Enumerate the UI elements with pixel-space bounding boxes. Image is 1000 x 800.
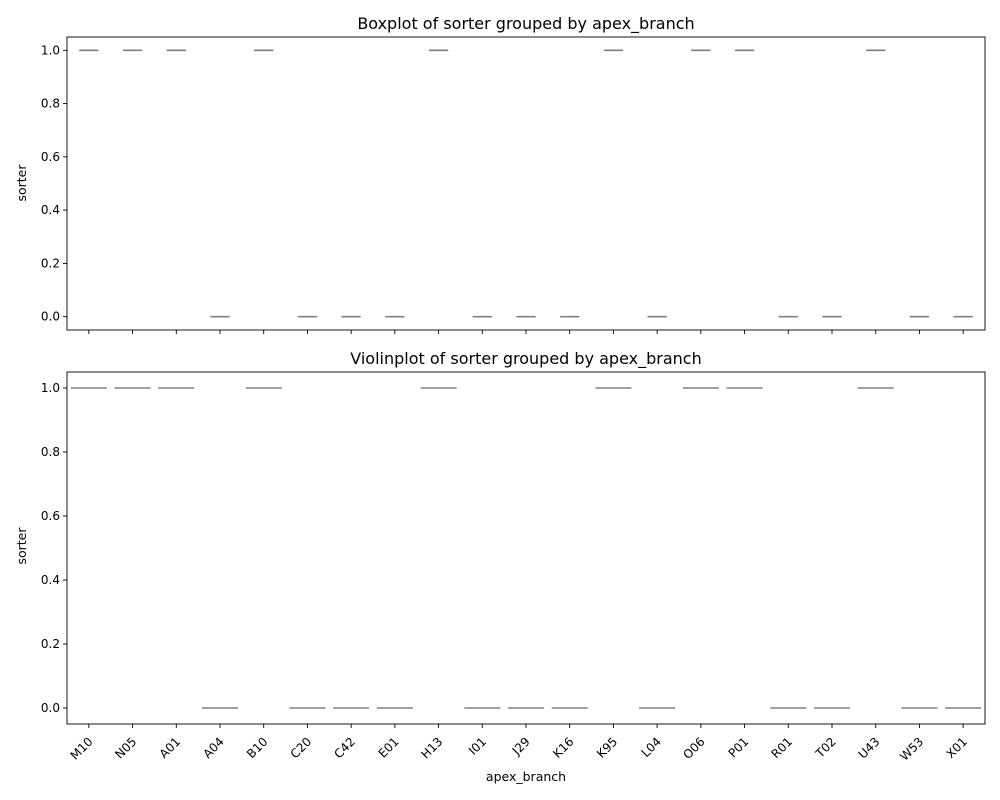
xtick-label-r01: R01 (769, 735, 796, 762)
ytick-label: 0.0 (41, 310, 60, 324)
xtick-label-a04: A04 (200, 735, 227, 762)
boxplot-marks (79, 49, 973, 318)
xtick-label-i01: I01 (466, 735, 489, 758)
xtick-label-h13: H13 (418, 735, 445, 762)
ytick-label: 0.4 (41, 203, 60, 217)
xtick-label-u43: U43 (856, 735, 883, 762)
violinplot-axes: Violinplot of sorter grouped by apex_bra… (14, 349, 986, 784)
xtick-label-o06: O06 (680, 735, 707, 762)
boxplot-yticks: 0.0 0.2 0.4 0.6 0.8 1.0 (41, 43, 67, 324)
ytick-label: 1.0 (41, 43, 60, 57)
xtick-label-n05: N05 (112, 735, 139, 762)
violinplot-xlabel: apex_branch (486, 769, 566, 784)
boxplot-ylabel: sorter (14, 164, 29, 202)
ytick-label: 0.8 (41, 97, 60, 111)
boxplot-axes: Boxplot of sorter grouped by apex_branch… (14, 14, 986, 334)
violinplot-marks (70, 387, 982, 709)
xtick-label-j29: J29 (509, 735, 533, 759)
violinplot-yticks: 0.0 0.2 0.4 0.6 0.8 1.0 (41, 381, 67, 715)
ytick-label: 0.6 (41, 509, 60, 523)
ytick-label: 0.0 (41, 701, 60, 715)
ytick-label: 0.2 (41, 256, 60, 270)
xtick-label-b10: B10 (244, 735, 271, 762)
xtick-label-l04: L04 (639, 735, 664, 760)
xtick-label-c20: C20 (288, 735, 315, 762)
xtick-label-k16: K16 (550, 735, 576, 761)
xtick-label-w53: W53 (897, 735, 926, 764)
violinplot-ylabel: sorter (14, 527, 29, 565)
ytick-label: 0.8 (41, 445, 60, 459)
violinplot-title: Violinplot of sorter grouped by apex_bra… (350, 349, 701, 369)
xtick-label-e01: E01 (376, 735, 402, 761)
xtick-label-a01: A01 (157, 735, 184, 762)
ytick-label: 0.6 (41, 150, 60, 164)
ytick-label: 0.2 (41, 637, 60, 651)
boxplot-title: Boxplot of sorter grouped by apex_branch (357, 14, 694, 34)
boxplot-xticks (88, 330, 964, 334)
ytick-label: 0.4 (41, 573, 60, 587)
xtick-label-k95: K95 (594, 735, 620, 761)
xtick-label-m10: M10 (68, 735, 96, 763)
violinplot-xticks: M10 N05 A01 A04 B10 C20 C42 E01 H13 I01 J29 K16 K95 L… (68, 724, 970, 764)
violinplot-frame (66, 371, 986, 725)
xtick-label-p01: P01 (726, 735, 752, 761)
xtick-label-x01: X01 (943, 735, 970, 762)
ytick-label: 1.0 (41, 381, 60, 395)
boxplot-frame (66, 36, 986, 331)
xtick-label-c42: C42 (331, 735, 358, 762)
xtick-label-t02: T02 (812, 735, 839, 762)
